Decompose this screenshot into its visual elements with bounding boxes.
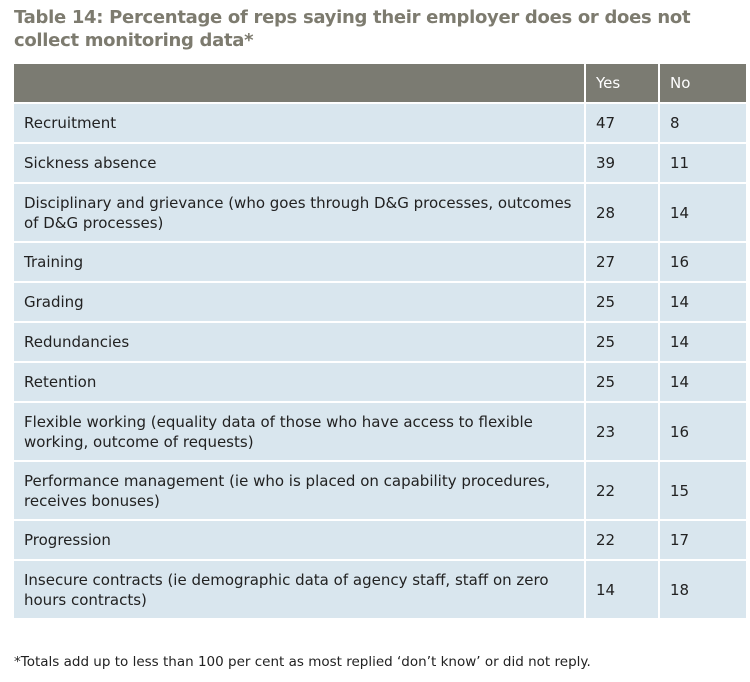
row-label: Progression (14, 519, 586, 561)
cell-value: 15 (658, 460, 748, 521)
cell-value: 27 (584, 241, 660, 283)
table-row: Training 27 16 (14, 241, 748, 283)
cell-value: 17 (658, 519, 748, 561)
cell-value: 28 (584, 182, 660, 243)
cell-value: 22 (584, 519, 660, 561)
cell-value: 11 (658, 142, 748, 184)
table-row: Flexible working (equality data of those… (14, 401, 748, 462)
cell-value: 39 (584, 142, 660, 184)
row-label: Grading (14, 281, 586, 323)
table-row: Grading 25 14 (14, 281, 748, 323)
column-header: No (659, 64, 748, 103)
row-label: Insecure contracts (ie demographic data … (14, 559, 586, 620)
row-label: Sickness absence (14, 142, 586, 184)
cell-value: 14 (658, 321, 748, 363)
footnote: *Totals add up to less than 100 per cent… (14, 654, 591, 670)
row-label: Recruitment (14, 102, 586, 144)
cell-value: 14 (584, 559, 660, 620)
cell-value: 25 (584, 361, 660, 403)
cell-value: 16 (658, 241, 748, 283)
cell-value: 14 (658, 361, 748, 403)
column-header: Yes (585, 64, 660, 103)
table-row: Disciplinary and grievance (who goes thr… (14, 182, 748, 243)
row-label: Redundancies (14, 321, 586, 363)
cell-value: 8 (658, 102, 748, 144)
cell-value: 25 (584, 321, 660, 363)
table-row: Redundancies 25 14 (14, 321, 748, 363)
title: Table 14: Percentage of reps saying thei… (14, 7, 691, 51)
table-row: Recruitment 47 8 (14, 102, 748, 144)
row-label: Performance management (ie who is placed… (14, 460, 586, 521)
row-label: Disciplinary and grievance (who goes thr… (14, 182, 586, 243)
table-row: Performance management (ie who is placed… (14, 460, 748, 521)
cell-value: 16 (658, 401, 748, 462)
table-row: Sickness absence 39 11 (14, 142, 748, 184)
row-label: Training (14, 241, 586, 283)
cell-value: 14 (658, 281, 748, 323)
cell-value: 25 (584, 281, 660, 323)
row-label: Retention (14, 361, 586, 403)
header-cell (14, 64, 586, 103)
table-row: Progression 22 17 (14, 519, 748, 561)
cell-value: 47 (584, 102, 660, 144)
data-table: Yes No Recruitment 47 8 Sickness absence 39 11… (14, 64, 748, 620)
table-row: Retention 25 14 (14, 361, 748, 403)
header-row: Yes No (14, 64, 748, 103)
cell-value: 18 (658, 559, 748, 620)
table-row: Insecure contracts (ie demographic data … (14, 559, 748, 620)
row-label: Flexible working (equality data of those… (14, 401, 586, 462)
cell-value: 23 (584, 401, 660, 462)
cell-value: 14 (658, 182, 748, 243)
cell-value: 22 (584, 460, 660, 521)
